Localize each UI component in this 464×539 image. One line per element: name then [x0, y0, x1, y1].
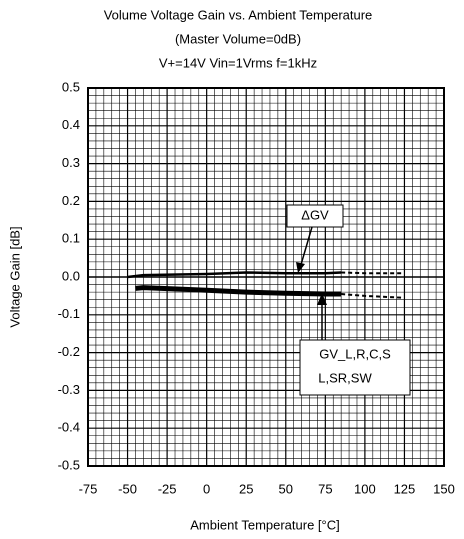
y-tick-label: 0.3: [62, 155, 80, 170]
series-line: [341, 271, 405, 275]
plot-frame: [87, 87, 445, 467]
series-line: [341, 293, 405, 299]
series-label: L,SR,SW: [318, 370, 372, 385]
x-tick-label: 125: [394, 481, 416, 496]
annotation-arrow: [299, 226, 313, 269]
arrow-head: [317, 293, 327, 305]
x-tick-label: 150: [433, 481, 455, 496]
annotation-box: [299, 339, 411, 396]
y-tick-label: -0.3: [58, 382, 80, 397]
y-tick-label: 0.1: [62, 231, 80, 246]
y-tick-label: -0.2: [58, 344, 80, 359]
y-tick-label: 0.2: [62, 193, 80, 208]
series-label: GV_L,R,C,S: [319, 346, 391, 361]
y-tick-label: -0.5: [58, 457, 80, 472]
x-tick-label: 25: [239, 481, 253, 496]
y-tick-label: 0.4: [62, 117, 80, 132]
chart-title: (Master Volume=0dB): [175, 31, 301, 46]
arrow-head: [296, 262, 305, 273]
series-label: ΔGV: [301, 207, 329, 222]
series-line: [135, 285, 342, 297]
chart-title: Volume Voltage Gain vs. Ambient Temperat…: [104, 7, 373, 22]
y-tick-label: 0.5: [62, 79, 80, 94]
x-tick-label: 75: [318, 481, 332, 496]
series-line: [127, 271, 342, 279]
y-tick-label: -0.1: [58, 306, 80, 321]
y-axis-label: Voltage Gain [dB]: [7, 226, 22, 327]
x-tick-label: -50: [118, 481, 137, 496]
y-tick-label: -0.4: [58, 420, 80, 435]
x-tick-label: 0: [203, 481, 210, 496]
x-axis-label: Ambient Temperature [°C]: [190, 517, 339, 532]
y-tick-label: 0.0: [62, 268, 80, 283]
annotation-box: [286, 204, 344, 228]
chart-title: V+=14V Vin=1Vrms f=1kHz: [159, 55, 317, 70]
x-tick-label: 50: [279, 481, 293, 496]
x-tick-label: 100: [354, 481, 376, 496]
x-tick-label: -25: [158, 481, 177, 496]
x-tick-label: -75: [79, 481, 98, 496]
